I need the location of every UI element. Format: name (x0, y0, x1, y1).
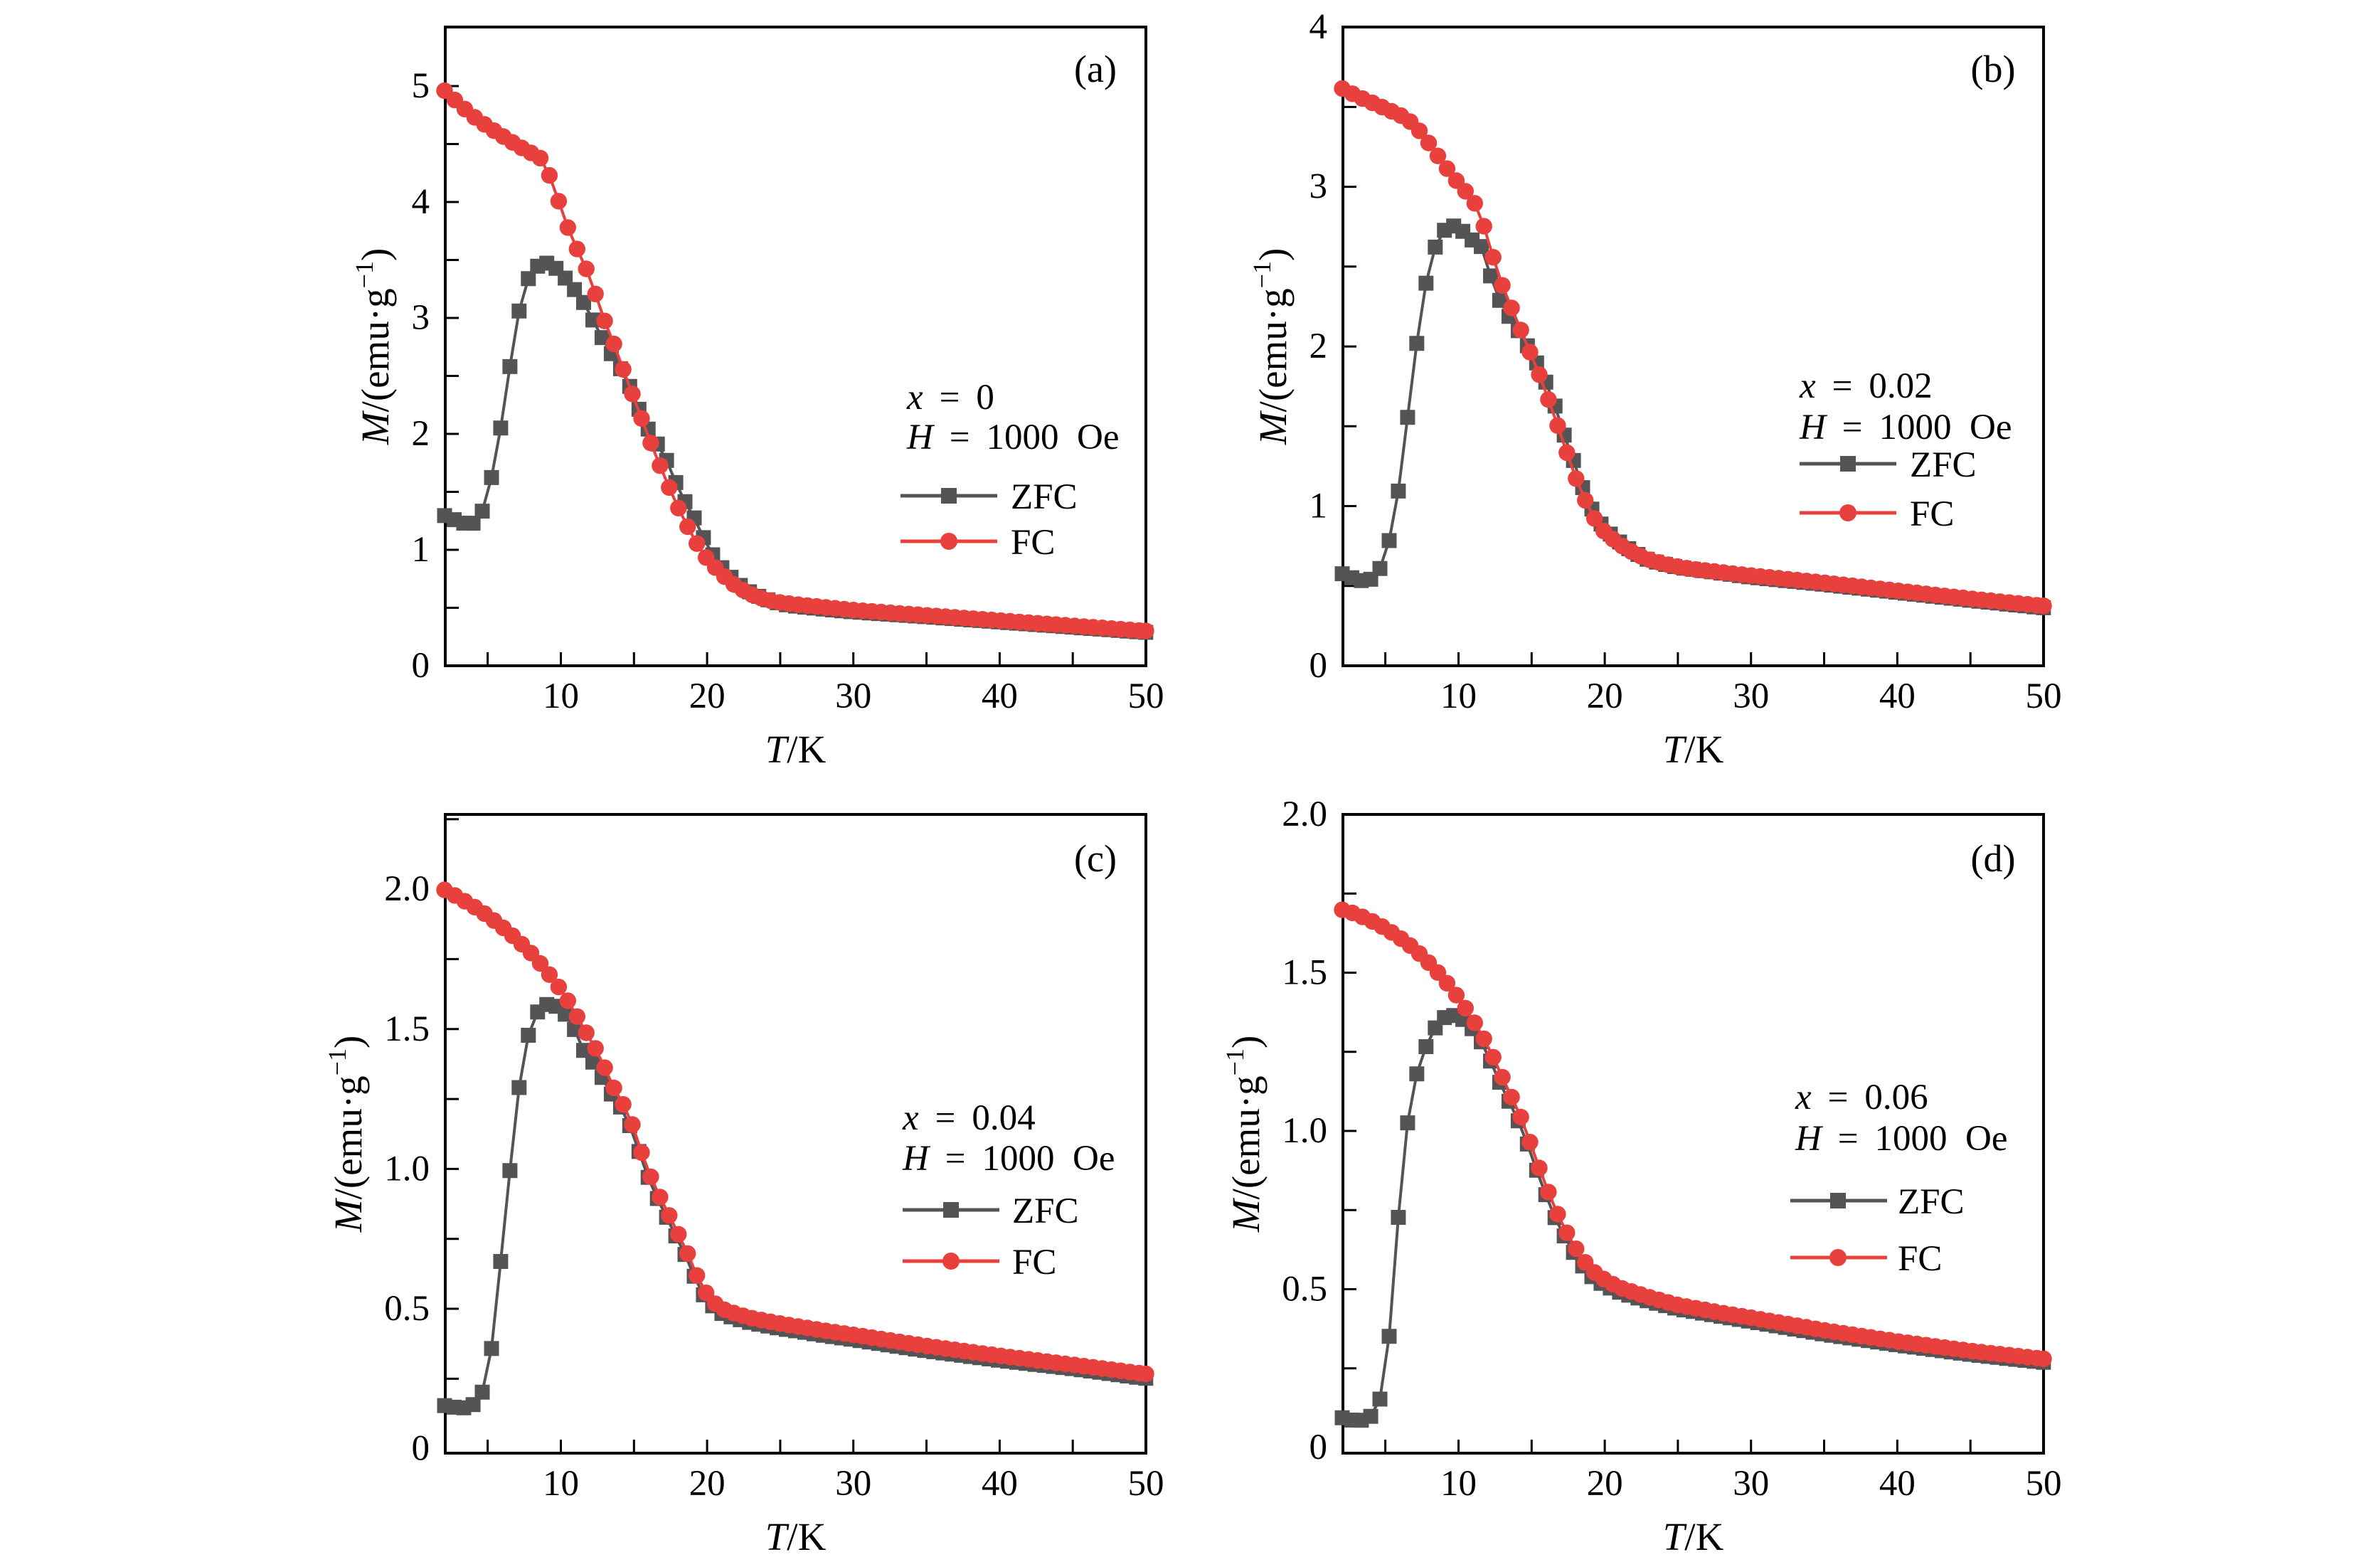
svg-text:T/K: T/K (765, 1515, 827, 1553)
svg-text:1: 1 (412, 530, 430, 570)
svg-text:2.0: 2.0 (384, 869, 430, 909)
svg-text:1.0: 1.0 (384, 1149, 430, 1189)
svg-text:50: 50 (2026, 1464, 2062, 1504)
svg-text:ZFC: ZFC (1012, 1191, 1079, 1231)
svg-text:5: 5 (412, 66, 430, 106)
svg-text:FC: FC (1012, 1243, 1056, 1282)
svg-text:10: 10 (1440, 676, 1477, 716)
svg-text:H = 1000 Oe: H = 1000 Oe (1795, 1119, 2008, 1159)
svg-text:20: 20 (689, 1464, 726, 1504)
svg-text:H = 1000 Oe: H = 1000 Oe (906, 418, 1120, 457)
svg-text:30: 30 (835, 1464, 871, 1504)
svg-text:10: 10 (543, 676, 579, 716)
svg-text:0: 0 (1309, 1428, 1328, 1467)
svg-text:30: 30 (1733, 676, 1769, 716)
svg-text:0: 0 (412, 646, 430, 686)
svg-text:3: 3 (412, 298, 430, 338)
svg-text:1.5: 1.5 (1282, 953, 1327, 993)
svg-text:0.5: 0.5 (1282, 1270, 1327, 1309)
svg-text:T/K: T/K (1663, 1515, 1724, 1553)
svg-text:(a): (a) (1074, 48, 1117, 90)
svg-text:FC: FC (1910, 494, 1954, 534)
svg-text:(b): (b) (1971, 48, 2016, 90)
svg-text:T/K: T/K (765, 728, 827, 771)
svg-text:1.5: 1.5 (384, 1009, 430, 1049)
svg-text:4: 4 (1309, 7, 1328, 47)
svg-text:2: 2 (1309, 326, 1328, 366)
svg-text:30: 30 (835, 676, 871, 716)
svg-text:1: 1 (1309, 487, 1328, 526)
svg-text:FC: FC (1898, 1239, 1942, 1279)
svg-text:30: 30 (1733, 1464, 1769, 1504)
svg-text:0.5: 0.5 (384, 1289, 430, 1329)
svg-text:0: 0 (412, 1429, 430, 1469)
svg-text:40: 40 (982, 1464, 1018, 1504)
svg-text:20: 20 (1587, 676, 1623, 716)
svg-text:x = 0.06: x = 0.06 (1795, 1078, 1928, 1117)
svg-text:50: 50 (1128, 676, 1164, 716)
svg-text:ZFC: ZFC (1910, 445, 1977, 485)
svg-text:20: 20 (1587, 1464, 1623, 1504)
svg-text:FC: FC (1011, 523, 1055, 563)
svg-text:(d): (d) (1971, 837, 2016, 880)
svg-text:10: 10 (1440, 1464, 1477, 1504)
svg-text:40: 40 (1879, 1464, 1916, 1504)
svg-text:ZFC: ZFC (1898, 1182, 1965, 1222)
svg-text:40: 40 (982, 676, 1018, 716)
svg-text:2: 2 (412, 414, 430, 454)
svg-text:20: 20 (689, 676, 726, 716)
svg-text:x = 0.04: x = 0.04 (902, 1098, 1036, 1138)
svg-text:x = 0.02: x = 0.02 (1799, 366, 1933, 406)
svg-text:(c): (c) (1074, 837, 1117, 880)
svg-text:2.0: 2.0 (1282, 795, 1327, 834)
svg-text:H = 1000 Oe: H = 1000 Oe (1799, 408, 2012, 447)
svg-text:50: 50 (1128, 1464, 1164, 1504)
svg-text:0: 0 (1309, 646, 1328, 686)
svg-text:H = 1000 Oe: H = 1000 Oe (902, 1139, 1115, 1179)
svg-text:3: 3 (1309, 167, 1328, 207)
svg-text:x = 0: x = 0 (906, 378, 994, 418)
svg-text:40: 40 (1879, 676, 1916, 716)
svg-text:4: 4 (412, 182, 430, 222)
svg-text:ZFC: ZFC (1011, 477, 1078, 517)
svg-text:10: 10 (543, 1464, 579, 1504)
svg-text:T/K: T/K (1663, 728, 1724, 771)
svg-text:50: 50 (2026, 676, 2062, 716)
svg-text:M/(emu·g−1): M/(emu·g−1) (1221, 1036, 1268, 1233)
svg-text:M/(emu·g−1): M/(emu·g−1) (350, 248, 397, 446)
svg-text:1.0: 1.0 (1282, 1111, 1327, 1151)
